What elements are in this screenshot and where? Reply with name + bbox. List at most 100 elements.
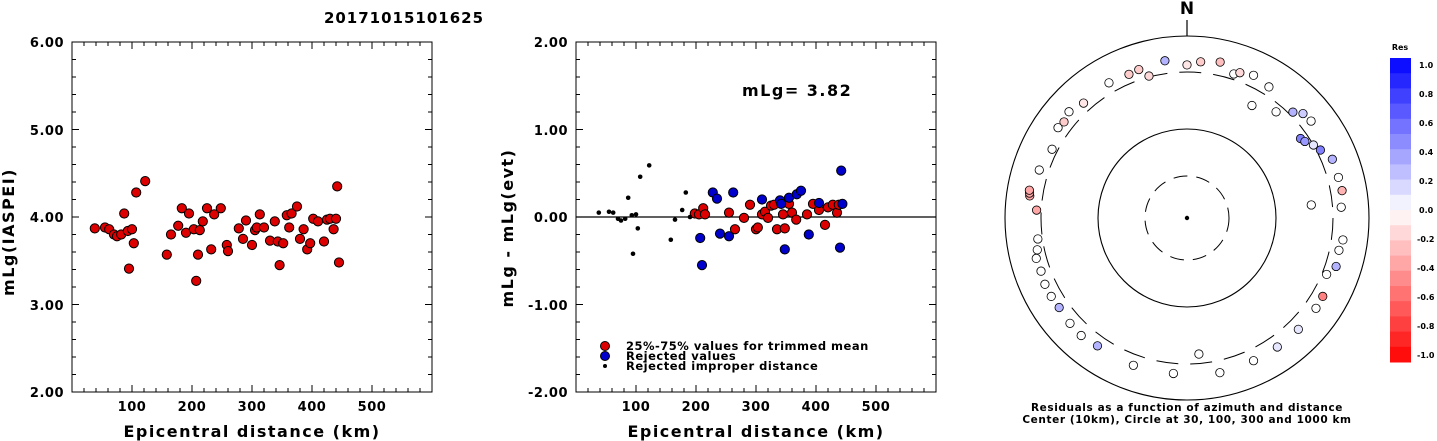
data-point <box>222 246 234 257</box>
colorbar-block <box>1390 164 1411 181</box>
station-marker <box>1076 330 1086 341</box>
plot1-y-tick-labels: 2.00 3.00 4.00 5.00 6.00 <box>30 36 64 401</box>
data-point <box>668 237 674 243</box>
data-point <box>728 187 739 198</box>
data-point <box>201 203 213 214</box>
data-point <box>646 163 652 168</box>
station-marker <box>1024 185 1034 195</box>
plot-residual: -2.00 -1.00 0.00 1.00 2.00 100 200 300 4… <box>498 36 937 441</box>
data-point <box>173 220 184 231</box>
data-point <box>183 208 195 219</box>
colorbar-label: 0.0 <box>1419 206 1434 215</box>
data-point <box>330 213 342 224</box>
plot1-x-axis-label: Epicentral distance (km) <box>123 422 380 441</box>
plot1-x-tick-labels: 100 200 300 400 500 <box>118 400 386 415</box>
legend-label-improper: Rejected improper distance <box>626 359 818 373</box>
colorbar-label: 0.8 <box>1419 90 1434 99</box>
station-marker <box>1215 57 1225 67</box>
data-point <box>633 212 639 217</box>
data-point <box>837 198 848 209</box>
data-point <box>258 222 270 233</box>
plot2-ytick-label: -2.00 <box>528 386 568 401</box>
plot2-ytick-label: -1.00 <box>528 299 568 314</box>
epicenter-marker <box>1184 215 1190 221</box>
colorbar-block <box>1390 331 1411 348</box>
colorbar: Res 1.0 0.8 0.6 0.4 0.2 0.0 -0.2 -0.4 -0… <box>1390 43 1435 363</box>
plot1-xtick-label: 100 <box>118 400 147 415</box>
data-point <box>711 193 723 204</box>
data-point <box>723 231 735 242</box>
data-point <box>312 216 324 227</box>
colorbar-label: 1.0 <box>1419 61 1434 70</box>
legend-label-trimmed: 25%-75% values for trimmed mean <box>626 339 869 353</box>
data-point <box>318 236 330 247</box>
data-point <box>629 212 635 218</box>
colorbar-block <box>1390 73 1411 89</box>
data-point <box>779 244 790 255</box>
data-point <box>625 195 631 201</box>
station-marker <box>1322 269 1332 280</box>
polar-caption-line1: Residuals as a function of azimuth and d… <box>1031 402 1343 414</box>
colorbar-title: Res <box>1392 43 1409 52</box>
station-marker <box>1034 165 1044 175</box>
station-marker <box>1064 107 1074 117</box>
data-point <box>723 207 735 218</box>
plot1-ytick-label: 6.00 <box>30 36 64 51</box>
plot2-ytick-label: 2.00 <box>534 36 568 51</box>
data-point <box>618 218 624 223</box>
colorbar-block <box>1390 316 1411 333</box>
colorbar-block <box>1390 255 1411 272</box>
legend-marker-trimmed <box>600 341 610 351</box>
data-point <box>126 224 138 235</box>
station-marker <box>1327 154 1337 164</box>
plot1-xtick-label: 300 <box>238 400 267 415</box>
data-point <box>284 222 295 233</box>
data-point <box>237 233 249 244</box>
station-marker <box>1336 202 1346 212</box>
data-point <box>332 181 343 192</box>
station-marker <box>1235 68 1245 78</box>
plot2-xtick-label: 100 <box>622 400 651 415</box>
data-point <box>254 209 265 220</box>
data-point <box>729 224 741 235</box>
colorbar-label: -0.2 <box>1417 235 1435 244</box>
data-point <box>89 223 100 234</box>
colorbar-block <box>1390 194 1411 211</box>
station-marker <box>1298 108 1308 119</box>
plot1-ticks <box>71 41 433 393</box>
station-marker <box>1065 318 1075 328</box>
data-point <box>278 238 289 249</box>
station-marker <box>1128 360 1138 370</box>
data-point <box>606 209 612 215</box>
legend-marker-rejected <box>600 351 610 361</box>
data-point <box>777 209 789 220</box>
colorbar-block <box>1390 118 1411 135</box>
data-point <box>683 190 689 195</box>
ring-300km <box>1040 71 1334 365</box>
station-marker <box>1308 140 1319 150</box>
data-point <box>191 275 202 286</box>
colorbar-label: -0.8 <box>1417 322 1435 331</box>
data-point <box>803 229 814 240</box>
colorbar-block <box>1390 240 1411 257</box>
colorbar-label: 0.4 <box>1419 148 1434 157</box>
colorbar-block <box>1390 88 1411 105</box>
station-marker <box>1047 144 1057 154</box>
data-point <box>791 214 802 225</box>
data-point <box>696 260 708 271</box>
plot2-ytick-label: 1.00 <box>534 124 568 139</box>
station-marker <box>1032 245 1042 255</box>
station-marker <box>1288 107 1298 117</box>
data-point <box>776 198 787 209</box>
colorbar-block <box>1390 58 1411 74</box>
plot2-xtick-label: 400 <box>802 400 831 415</box>
station-marker <box>1134 64 1144 75</box>
station-marker <box>1338 235 1348 245</box>
station-marker <box>1337 186 1347 196</box>
data-point <box>756 194 768 205</box>
colorbar-block <box>1390 225 1411 241</box>
data-point <box>246 239 258 251</box>
station-marker <box>1215 368 1225 378</box>
data-point <box>233 223 244 234</box>
data-point <box>622 216 628 222</box>
